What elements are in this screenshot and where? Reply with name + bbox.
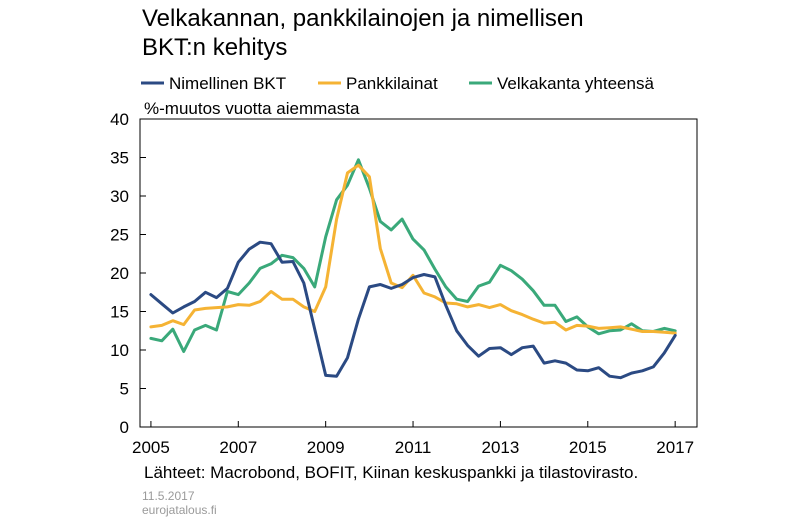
- y-tick-label: 20: [110, 264, 129, 283]
- x-tick-label: 2005: [132, 438, 170, 457]
- y-tick-label: 5: [120, 380, 129, 399]
- legend-label-velkakanta: Velkakanta yhteensä: [497, 74, 654, 93]
- y-axis-unit-label: %-muutos vuotta aiemmasta: [144, 99, 360, 118]
- footer-date: 11.5.2017: [142, 489, 195, 503]
- legend-label-pankkilainat: Pankkilainat: [346, 74, 438, 93]
- legend: Nimellinen BKT Pankkilainat Velkakanta y…: [141, 74, 654, 93]
- series-line-0: [149, 240, 677, 380]
- y-tick-label: 25: [110, 226, 129, 245]
- x-tick-label: 2009: [307, 438, 345, 457]
- series-line-1: [149, 163, 677, 335]
- source-note: Lähteet: Macrobond, BOFIT, Kiinan keskus…: [144, 463, 638, 482]
- series-lines: [149, 158, 677, 380]
- y-tick-label: 15: [110, 303, 129, 322]
- y-tick-label: 40: [110, 110, 129, 129]
- y-tick-label: 0: [120, 418, 129, 437]
- legend-label-nimellinen-bkt: Nimellinen BKT: [169, 74, 286, 93]
- y-tick-label: 10: [110, 341, 129, 360]
- chart-title-line1: Velkakannan, pankkilainojen ja nimellise…: [142, 5, 584, 32]
- plot-frame: [139, 118, 698, 428]
- x-tick-label: 2015: [569, 438, 607, 457]
- series-line-2: [149, 158, 677, 353]
- x-tick-label: 2013: [481, 438, 519, 457]
- x-tick-label: 2017: [656, 438, 694, 457]
- chart-title-line2: BKT:n kehitys: [142, 34, 287, 61]
- y-tick-label: 35: [110, 149, 129, 168]
- x-tick-label: 2011: [395, 438, 432, 457]
- x-tick-label: 2007: [219, 438, 257, 457]
- y-axis: 0 5 10 15 20 25 30 35 40: [110, 110, 146, 437]
- x-axis: 2005 2007 2009 2011 2013 2015 2017: [132, 421, 694, 457]
- y-tick-label: 30: [110, 187, 129, 206]
- footer-site: eurojatalous.fi: [142, 503, 217, 517]
